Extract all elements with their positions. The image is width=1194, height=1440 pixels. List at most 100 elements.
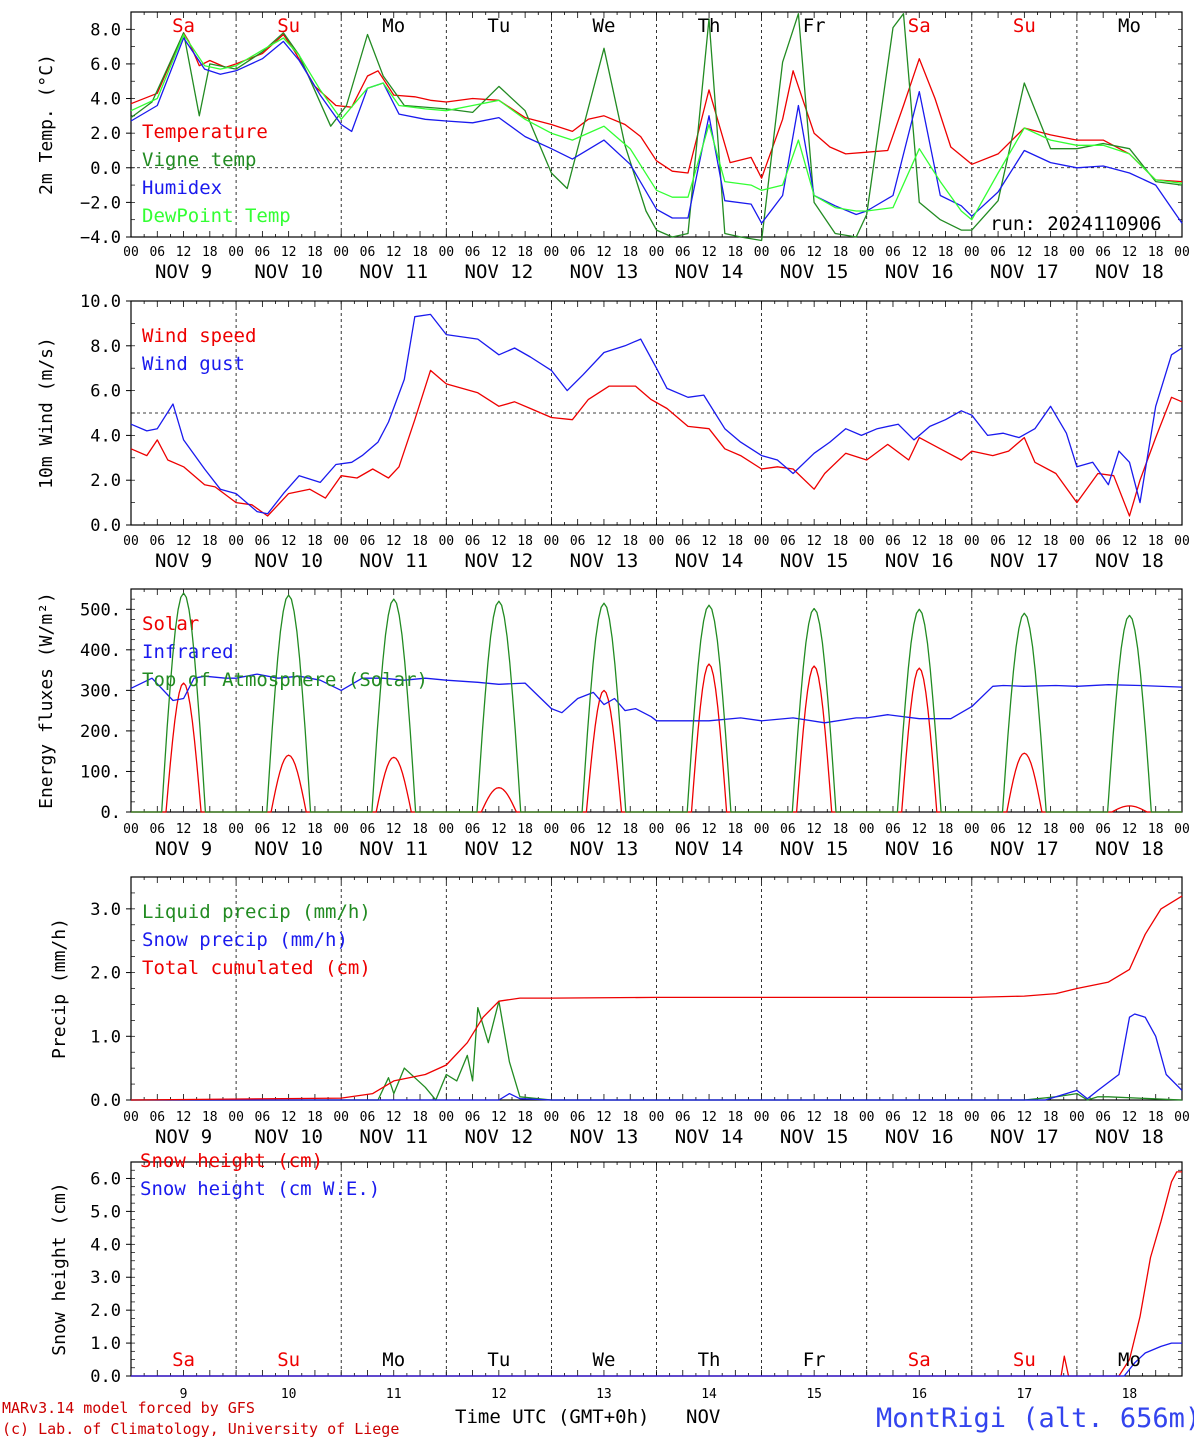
date-label: NOV 17 — [990, 550, 1059, 572]
y-tick-label: 3.0 — [90, 1268, 121, 1288]
hour-tick-label: 18 — [938, 1110, 954, 1125]
day-number-label: 18 — [1122, 1387, 1138, 1402]
hour-tick-label: 00 — [228, 1110, 244, 1125]
hour-tick-label: 12 — [701, 822, 717, 837]
hour-tick-label: 12 — [911, 245, 927, 260]
hour-tick-label: 12 — [596, 534, 612, 549]
hour-tick-label: 06 — [465, 1110, 481, 1125]
date-label: NOV 14 — [675, 1126, 744, 1148]
series-line-snow-height-cm- — [131, 1171, 1182, 1377]
hour-tick-label: 00 — [964, 534, 980, 549]
hour-tick-label: 18 — [1148, 245, 1164, 260]
hour-tick-label: 00 — [1069, 245, 1085, 260]
hour-tick-label: 12 — [1017, 245, 1033, 260]
hour-tick-label: 00 — [333, 1110, 349, 1125]
hour-tick-label: 18 — [412, 534, 428, 549]
date-label: NOV 17 — [990, 261, 1059, 283]
hour-tick-label: 00 — [123, 1110, 139, 1125]
series-line-infrared — [130, 673, 1183, 724]
day-number-label: 11 — [386, 1387, 402, 1402]
hour-tick-label: 06 — [360, 245, 376, 260]
hour-tick-label: 00 — [438, 245, 454, 260]
date-label: NOV 9 — [155, 261, 212, 283]
panel-4: 3.0 2.0 1.0 0.0 Precip (mm/h) Liquid precip (… — [49, 876, 1190, 1148]
hour-tick-label: 12 — [1122, 822, 1138, 837]
hour-tick-label: 18 — [727, 245, 743, 260]
date-label: NOV 10 — [254, 1126, 323, 1148]
weekday-label: Mo — [1118, 15, 1141, 37]
legend-entry: DewPoint Temp — [142, 205, 291, 227]
hour-tick-label: 00 — [1069, 822, 1085, 837]
weekday-label: Th — [698, 1349, 721, 1371]
hour-tick-label: 18 — [833, 822, 849, 837]
hour-tick-label: 12 — [911, 822, 927, 837]
hour-tick-label: 12 — [1017, 822, 1033, 837]
hour-tick-label: 18 — [412, 245, 428, 260]
date-label: NOV 18 — [1095, 1126, 1164, 1148]
hour-tick-label: 00 — [1069, 1110, 1085, 1125]
hour-tick-label: 12 — [386, 245, 402, 260]
hour-tick-label: 18 — [517, 822, 533, 837]
hour-tick-label: 18 — [833, 1110, 849, 1125]
hour-tick-label: 06 — [1095, 534, 1111, 549]
hour-tick-label: 06 — [675, 534, 691, 549]
hour-tick-label: 06 — [255, 245, 271, 260]
hour-tick-label: 06 — [780, 822, 796, 837]
hour-tick-label: 12 — [386, 534, 402, 549]
hour-tick-label: 00 — [649, 822, 665, 837]
model-credit: MARv3.14 model forced by GFS — [2, 1399, 255, 1417]
x-axis-unit: NOV — [686, 1406, 720, 1428]
hour-tick-label: 06 — [360, 822, 376, 837]
hour-tick-label: 06 — [885, 534, 901, 549]
legend-entry: Snow height (cm W.E.) — [140, 1178, 380, 1200]
hour-tick-label: 06 — [780, 1110, 796, 1125]
hour-tick-label: 12 — [701, 1110, 717, 1125]
hour-tick-label: 18 — [622, 822, 638, 837]
hour-tick-label: 06 — [990, 534, 1006, 549]
y-tick-label: 2.0 — [90, 1301, 121, 1321]
hour-tick-label: 00 — [544, 1110, 560, 1125]
hour-tick-label: 18 — [938, 822, 954, 837]
hour-tick-label: 12 — [596, 1110, 612, 1125]
hour-tick-label: 06 — [675, 245, 691, 260]
y-tick-label: 200. — [80, 722, 121, 742]
hour-tick-label: 06 — [990, 245, 1006, 260]
y-tick-label: 400. — [80, 641, 121, 661]
date-label: NOV 16 — [885, 838, 954, 860]
plot-frame — [130, 588, 1183, 813]
hour-tick-label: 06 — [570, 1110, 586, 1125]
hour-tick-label: 18 — [1148, 822, 1164, 837]
weekday-label: We — [593, 15, 616, 37]
series-line-top-of-atmosphere-solar- — [131, 592, 1182, 813]
footer: MARv3.14 model forced by GFS (c) Lab. of… — [2, 1399, 1194, 1438]
day-number-label: 9 — [180, 1387, 188, 1402]
weekday-label: Mo — [382, 15, 405, 37]
y-tick-label: 4.0 — [90, 90, 121, 110]
hour-tick-label: 00 — [859, 1110, 875, 1125]
date-label: NOV 9 — [155, 838, 212, 860]
weekday-label: Th — [698, 15, 721, 37]
hour-tick-label: 00 — [964, 822, 980, 837]
date-label: NOV 10 — [254, 261, 323, 283]
date-label: NOV 15 — [780, 838, 849, 860]
weekday-label: Fr — [803, 1349, 826, 1371]
date-label: NOV 14 — [675, 550, 744, 572]
panel-1: 8.0 6.0 4.0 2.0 0.0 −2.0 −4.0 2m Temp. (°C) Temp… — [36, 11, 1190, 283]
hour-tick-label: 12 — [281, 1110, 297, 1125]
legend-entry: Vigne temp — [142, 149, 256, 171]
weekday-label: Mo — [382, 1349, 405, 1371]
hour-tick-label: 12 — [176, 534, 192, 549]
day-number-label: 14 — [701, 1387, 717, 1402]
hour-tick-label: 06 — [1095, 1110, 1111, 1125]
hour-tick-label: 12 — [1122, 245, 1138, 260]
hour-tick-label: 00 — [1069, 534, 1085, 549]
hour-tick-label: 18 — [1148, 1110, 1164, 1125]
date-label: NOV 11 — [359, 550, 428, 572]
hour-tick-label: 18 — [938, 245, 954, 260]
hour-tick-label: 12 — [386, 1110, 402, 1125]
date-label: NOV 16 — [885, 550, 954, 572]
hour-tick-label: 18 — [938, 534, 954, 549]
hour-tick-label: 00 — [964, 245, 980, 260]
legend-entry: Total cumulated (cm) — [142, 957, 371, 979]
